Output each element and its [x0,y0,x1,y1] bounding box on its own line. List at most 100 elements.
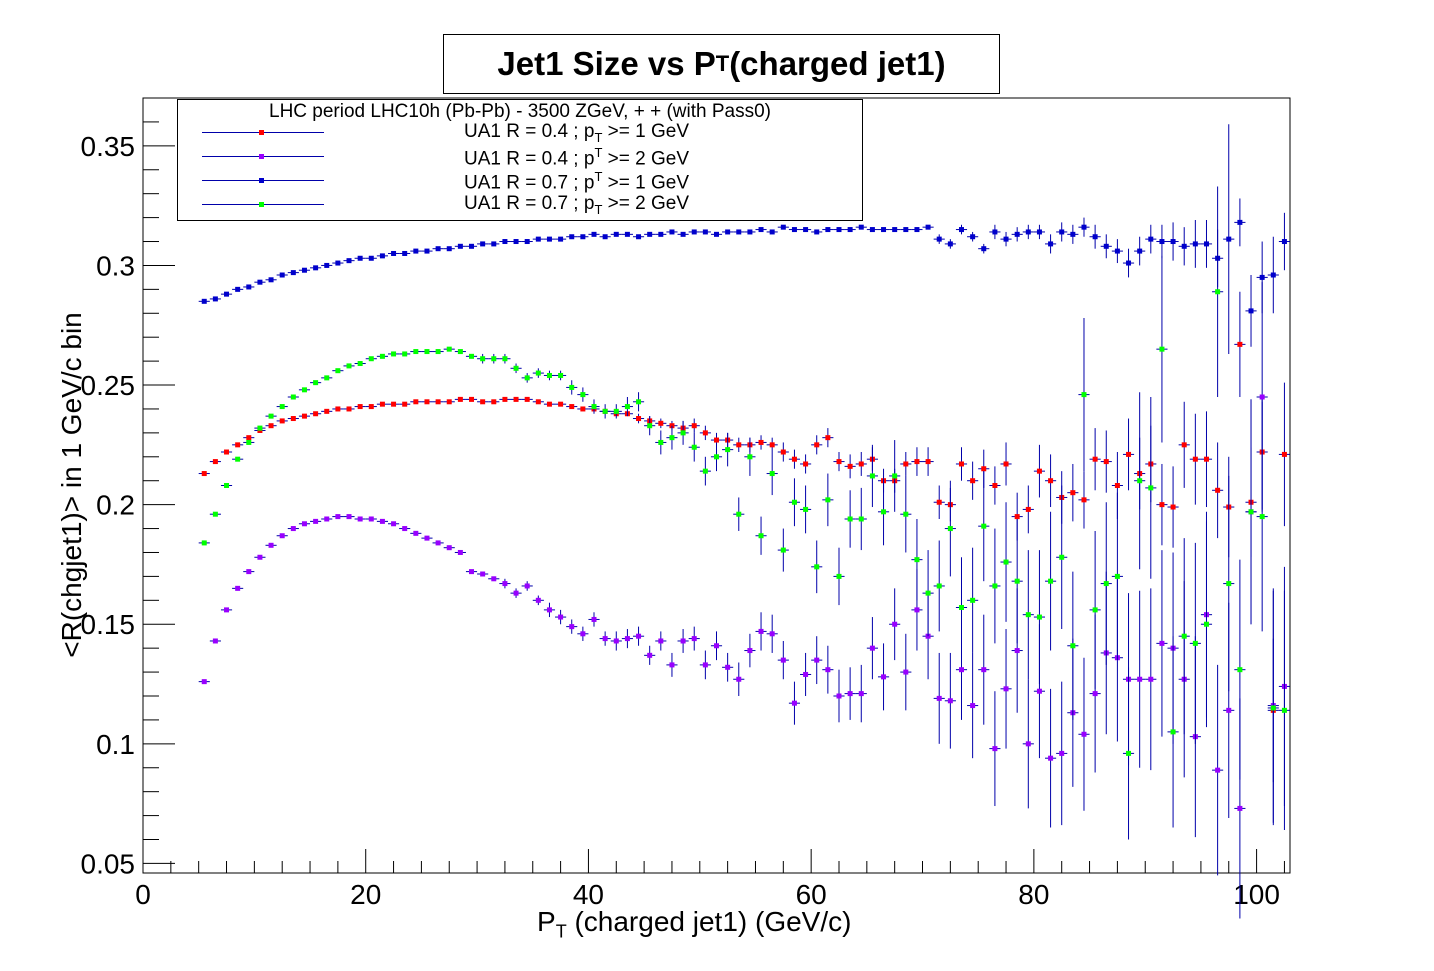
point-marker [814,229,820,235]
data-point [566,619,578,634]
point-marker [1114,483,1120,488]
data-point [989,691,1001,807]
data-point [410,530,422,536]
point-marker [1192,241,1198,247]
data-point [310,518,322,524]
point-marker [457,243,463,249]
data-point [387,521,400,527]
data-point [588,399,600,414]
data-point [699,425,711,441]
data-point [766,614,778,653]
point-marker [379,518,385,524]
point-marker [914,459,920,465]
data-point [577,234,589,240]
data-point [1045,688,1057,828]
point-marker [914,227,920,233]
point-marker [224,607,230,613]
data-point [1033,444,1046,498]
point-marker [1270,705,1276,711]
point-marker [758,628,764,634]
data-point [800,652,812,696]
data-point [198,679,210,685]
point-marker [1281,707,1287,713]
data-point [1200,521,1213,728]
point-marker [1270,272,1276,278]
data-point [566,234,578,240]
point-marker [981,246,987,252]
data-point [332,406,344,412]
point-marker [1159,346,1165,352]
point-marker [1148,485,1154,491]
data-point [1067,463,1079,522]
point-marker [803,671,809,677]
point-marker [847,691,853,697]
data-point [421,349,433,355]
point-marker [301,413,307,419]
point-marker [769,442,775,448]
point-marker [235,442,241,448]
data-point [1178,227,1190,266]
point-marker [524,396,530,402]
data-point [989,528,1001,644]
data-point [1111,492,1123,661]
data-point [866,227,878,233]
data-point [822,645,834,694]
data-point [844,227,856,233]
point-marker [680,231,686,237]
point-marker [224,483,230,488]
data-point [621,231,633,237]
data-point [1000,502,1012,622]
point-marker [379,353,385,359]
point-marker [702,430,708,436]
data-point [1156,463,1168,546]
point-marker [1059,750,1065,756]
point-marker [836,693,842,699]
data-point [376,518,388,524]
point-marker [391,351,397,357]
y-tick-label: 0.1 [96,729,135,760]
point-marker [1192,640,1198,646]
data-point [521,581,533,591]
data-point [1167,636,1179,828]
point-marker [602,636,608,642]
point-marker [702,229,708,235]
data-point [766,437,778,453]
point-marker [435,246,441,252]
data-point [443,246,455,252]
point-marker [1215,289,1221,295]
data-point [1234,198,1246,247]
data-point [1200,411,1213,508]
point-marker [446,545,452,551]
data-point [744,437,756,476]
data-point [844,667,856,720]
point-marker [1226,581,1232,587]
data-point [1156,255,1168,443]
data-point [1212,664,1224,876]
point-marker [769,471,775,477]
point-marker [1114,248,1120,254]
data-point [410,349,422,355]
data-point [800,227,812,233]
data-point [521,239,533,245]
data-point [298,267,311,273]
data-point [967,652,979,759]
point-marker [1025,229,1031,235]
data-point [677,231,689,237]
point-marker [235,286,241,292]
point-marker [1181,243,1187,249]
point-marker [1025,612,1031,618]
data-point [833,227,845,233]
point-marker [1159,502,1165,508]
point-marker [1148,236,1154,242]
point-marker [1048,241,1054,247]
point-marker [791,227,797,233]
point-marker [958,227,964,233]
data-point [599,404,611,419]
data-point [855,452,867,476]
data-point [688,418,700,433]
data-point [1089,224,1101,249]
point-marker [691,636,697,642]
y-tick-label: 0.3 [96,250,135,281]
data-point [432,349,444,355]
data-point [198,471,210,477]
